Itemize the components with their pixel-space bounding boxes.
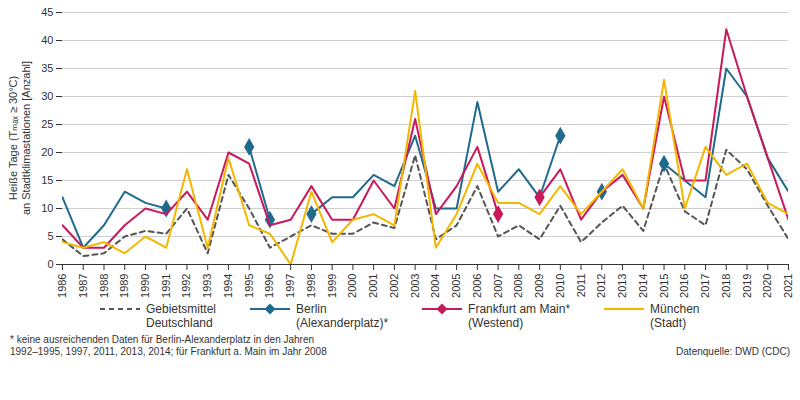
svg-text:1999: 1999 <box>326 274 338 298</box>
html-text:Datenquelle: DWD (CDC): Datenquelle: DWD (CDC) <box>676 346 790 357</box>
svg-text:40: 40 <box>41 34 53 46</box>
svg-text:2021: 2021 <box>782 274 794 298</box>
svg-text:2007: 2007 <box>492 274 504 298</box>
html-text:München (Stadt): München (Stadt) <box>650 302 700 330</box>
svg-text:30: 30 <box>41 90 53 102</box>
html-text:* keine ausreichenden Daten fü: * keine ausreichenden Daten für Berlin-A… <box>10 334 327 357</box>
svg-text:2005: 2005 <box>450 274 462 298</box>
svg-text:2002: 2002 <box>388 274 400 298</box>
svg-text:2006: 2006 <box>471 274 483 298</box>
svg-text:1993: 1993 <box>201 274 213 298</box>
svg-text:2000: 2000 <box>346 274 358 298</box>
svg-text:2017: 2017 <box>699 274 711 298</box>
svg-text:2008: 2008 <box>512 274 524 298</box>
html-text:Berlin (Alexanderplatz)*: Berlin (Alexanderplatz)* <box>296 302 389 330</box>
svg-text:1996: 1996 <box>263 274 275 298</box>
svg-text:10: 10 <box>41 202 53 214</box>
svg-text:2016: 2016 <box>678 274 690 298</box>
svg-text:2001: 2001 <box>367 274 379 298</box>
svg-text:1987: 1987 <box>77 274 89 298</box>
svg-text:2018: 2018 <box>720 274 732 298</box>
svg-text:15: 15 <box>41 174 53 186</box>
svg-text:2003: 2003 <box>409 274 421 298</box>
svg-text:2014: 2014 <box>637 274 649 298</box>
svg-text:2013: 2013 <box>616 274 628 298</box>
html-text:Frankfurt am Main* (Westend): Frankfurt am Main* (Westend) <box>468 302 571 330</box>
svg-text:1986: 1986 <box>56 274 68 298</box>
svg-text:1989: 1989 <box>118 274 130 298</box>
svg-text:2019: 2019 <box>741 274 753 298</box>
svg-text:1991: 1991 <box>160 274 172 298</box>
svg-text:5: 5 <box>47 230 53 242</box>
svg-text:20: 20 <box>41 146 53 158</box>
svg-text:1997: 1997 <box>284 274 296 298</box>
svg-text:2009: 2009 <box>533 274 545 298</box>
svg-text:1995: 1995 <box>243 274 255 298</box>
html-text:Heiße Tage (Tₘₐₓ ≥ 30°C) an St: Heiße Tage (Tₘₐₓ ≥ 30°C) an Stadtklimast… <box>7 61 32 215</box>
svg-text:2015: 2015 <box>658 274 670 298</box>
svg-text:1992: 1992 <box>180 274 192 298</box>
svg-text:1988: 1988 <box>98 274 110 298</box>
svg-text:2004: 2004 <box>429 274 441 298</box>
svg-text:35: 35 <box>41 62 53 74</box>
svg-text:1994: 1994 <box>222 274 234 298</box>
html-text:Gebietsmittel Deutschland: Gebietsmittel Deutschland <box>146 302 216 330</box>
svg-text:25: 25 <box>41 118 53 130</box>
svg-text:2011: 2011 <box>575 274 587 298</box>
svg-text:2020: 2020 <box>761 274 773 298</box>
svg-text:2012: 2012 <box>595 274 607 298</box>
svg-text:0: 0 <box>47 258 53 270</box>
svg-text:1990: 1990 <box>139 274 151 298</box>
svg-text:2010: 2010 <box>554 274 566 298</box>
svg-text:45: 45 <box>41 6 53 18</box>
svg-text:1998: 1998 <box>305 274 317 298</box>
